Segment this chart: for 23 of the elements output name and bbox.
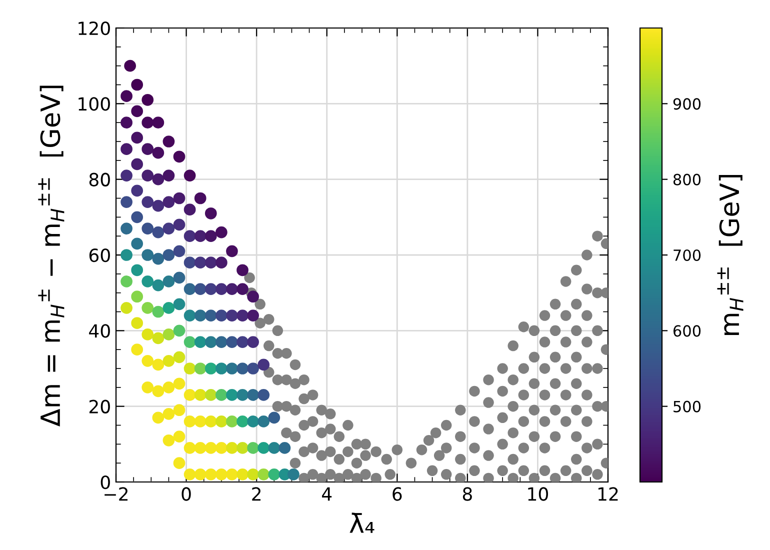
y-tick-label: 80 (89, 172, 110, 186)
y-tick-label: 20 (89, 400, 110, 414)
color-bar-label: 900 (673, 98, 701, 110)
y-tick-label: 120 (78, 21, 110, 36)
color-bar-label: 800 (673, 174, 701, 186)
x-tick-label: 2 (252, 487, 261, 501)
x-tick-label: −2 (104, 487, 128, 501)
color-bar-title: m$_{H}$$^{±±}$ [GeV] (717, 174, 744, 335)
y-tick-label: 0 (100, 475, 110, 490)
color-bar-label: 600 (673, 325, 701, 337)
x-tick-label: 4 (322, 487, 332, 501)
color-bar-label: 700 (674, 249, 701, 262)
y-tick-label: 40 (89, 324, 110, 338)
y-tick-label: 60 (89, 248, 110, 262)
x-tick-label: 10 (528, 487, 548, 501)
color-bar-label: 500 (674, 400, 701, 412)
x-tick-label: 0 (182, 487, 191, 501)
y-tick-label: 100 (78, 97, 110, 111)
x-tick-label: 8 (462, 487, 472, 501)
x-tick-label: 6 (392, 487, 402, 501)
x-axis-title: λ̄₄ (350, 512, 374, 533)
y-axis-title: Δm = m$_{H}$$^{±}$ − m$_{H}$$^{±±}$ [GeV] (38, 86, 64, 426)
x-tick-label: 12 (598, 487, 618, 501)
